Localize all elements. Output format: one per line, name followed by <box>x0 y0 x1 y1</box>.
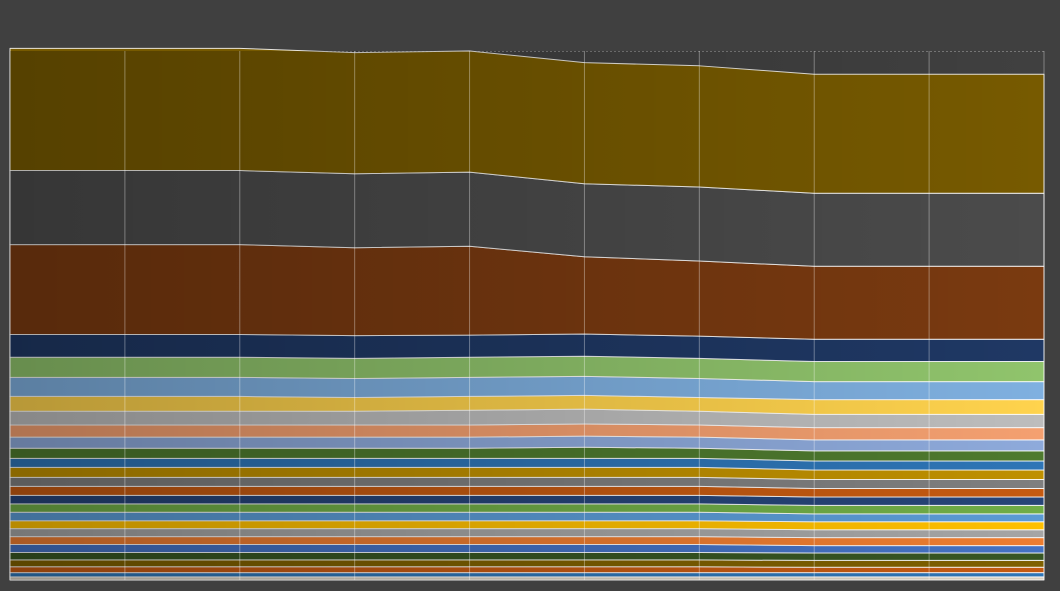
area <box>9 551 1045 561</box>
areas <box>9 47 1045 581</box>
area <box>9 572 1045 578</box>
grid <box>9 51 1045 580</box>
area <box>9 559 1045 568</box>
